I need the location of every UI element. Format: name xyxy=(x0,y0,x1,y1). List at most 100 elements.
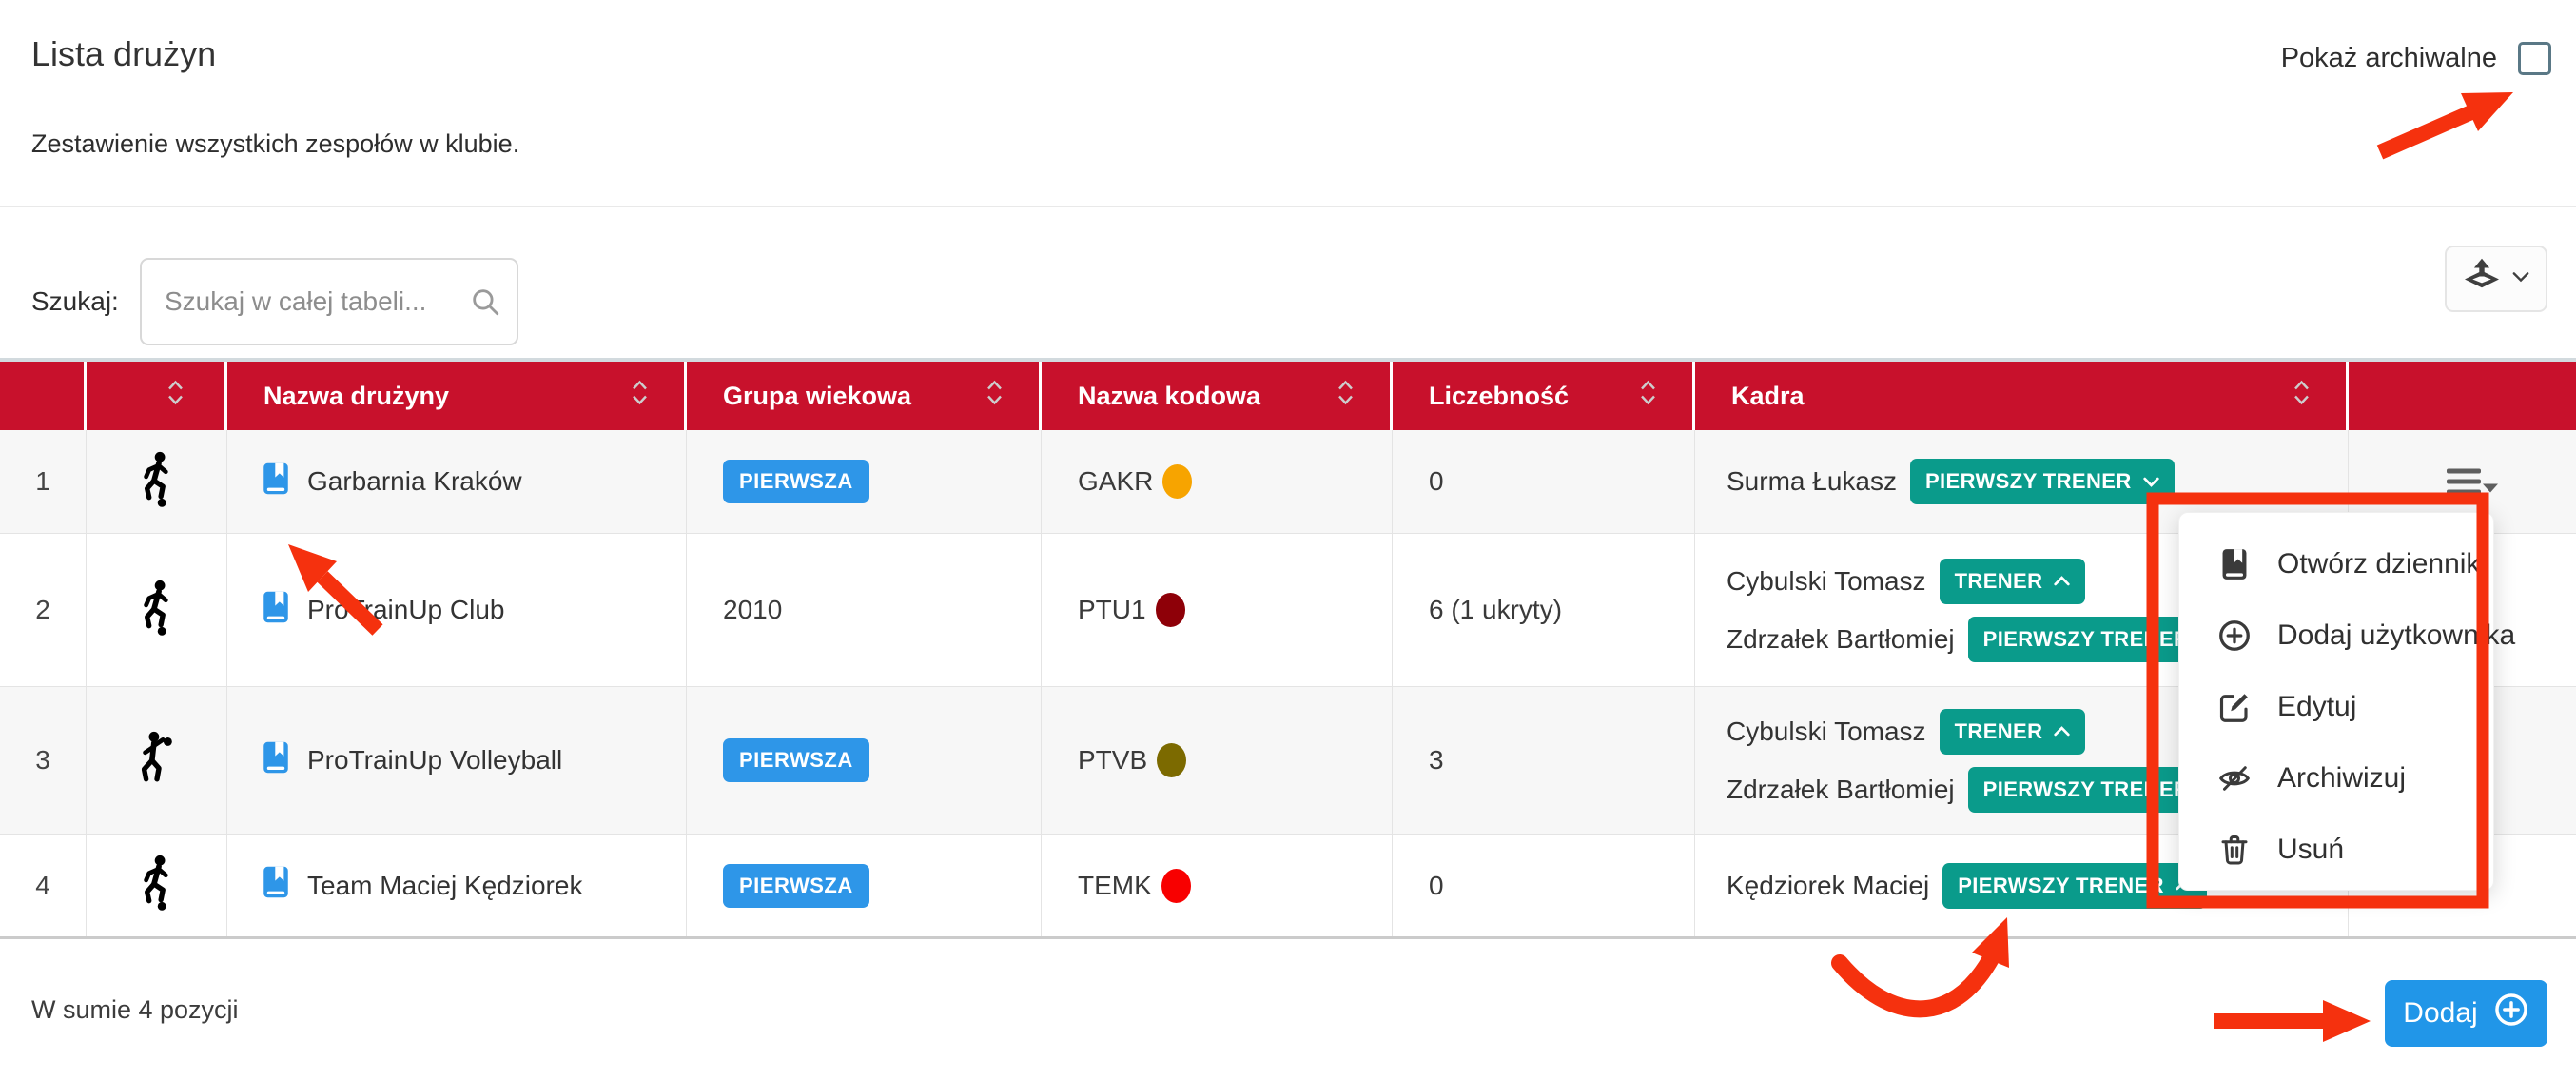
footer-summary: W sumie 4 pozycji xyxy=(31,995,239,1024)
delete-icon xyxy=(2221,835,2248,864)
team-name-link[interactable]: Garbarnia Kraków xyxy=(307,466,522,496)
header-cell-actions xyxy=(2349,362,2576,430)
show-archived-label: Pokaż archiwalne xyxy=(2280,43,2497,73)
football-player-icon xyxy=(135,854,179,917)
chevron-down-icon xyxy=(2142,477,2159,487)
staff-role-badge[interactable]: PIERWSZY TRENER xyxy=(1967,616,2205,662)
header-cell-sport[interactable] xyxy=(87,362,227,430)
age-group-badge: PIERWSZA xyxy=(723,460,869,503)
staff-role-badge[interactable]: TRENER xyxy=(1939,558,2086,604)
staff-role-label: TRENER xyxy=(1954,718,2043,743)
menu-item-label: Archiwizuj xyxy=(2277,761,2407,794)
sort-icon[interactable] xyxy=(1640,380,1656,412)
age-group-badge: PIERWSZA xyxy=(723,863,869,908)
archive-icon xyxy=(2218,765,2251,791)
page-subtitle: Zestawienie wszystkich zespołów w klubie… xyxy=(31,129,520,158)
menu-item-icon xyxy=(2217,690,2252,724)
header-cell-count[interactable]: Liczebność xyxy=(1393,362,1695,430)
member-count: 6 (1 ukryty) xyxy=(1429,595,1563,624)
chevron-up-icon xyxy=(2054,576,2071,586)
edit-icon xyxy=(2219,693,2248,722)
staff-role-badge[interactable]: PIERWSZY TRENER xyxy=(1942,862,2207,909)
header-label: Nazwa drużyny xyxy=(263,381,450,410)
header-cell-team-name[interactable]: Nazwa drużyny xyxy=(227,362,687,430)
sort-icon[interactable] xyxy=(167,380,184,412)
add-user-icon xyxy=(2219,619,2250,651)
staff-name: Zdrzałek Bartłomiej xyxy=(1727,774,1955,804)
staff-role-badge[interactable]: PIERWSZY TRENER xyxy=(1967,766,2205,813)
code-color-dot xyxy=(1155,593,1185,627)
menu-item-label: Otwórz dziennik xyxy=(2277,547,2481,580)
header-cell-age-group[interactable]: Grupa wiekowa xyxy=(687,362,1042,430)
member-count: 3 xyxy=(1429,745,1444,775)
staff-name: Zdrzałek Bartłomiej xyxy=(1727,623,1955,654)
journal-icon xyxy=(2222,548,2247,580)
volleyball-player-icon xyxy=(135,729,179,793)
team-name-link[interactable]: ProTrainUp Volleyball xyxy=(307,745,563,775)
staff-cell: Surma Łukasz PIERWSZY TRENER xyxy=(1695,430,2349,533)
header-label: Grupa wiekowa xyxy=(723,381,912,410)
context-menu-item[interactable]: Usuń xyxy=(2179,814,2493,885)
header-cell-code-name[interactable]: Nazwa kodowa xyxy=(1042,362,1393,430)
row-index: 1 xyxy=(35,466,50,496)
staff-role-label: PIERWSZY TRENER xyxy=(1924,469,2132,493)
staff-role-badge[interactable]: PIERWSZY TRENER xyxy=(1909,459,2175,504)
code-color-dot xyxy=(1161,868,1191,903)
sort-icon[interactable] xyxy=(2293,380,2310,412)
export-button[interactable] xyxy=(2445,246,2547,312)
search-label: Szukaj: xyxy=(31,286,119,316)
team-name-link[interactable]: ProTrainUp Club xyxy=(307,595,505,624)
sort-icon[interactable] xyxy=(986,380,1003,412)
annotation-arrow-add-button xyxy=(2214,1000,2371,1042)
staff-role-badge[interactable]: TRENER xyxy=(1939,708,2086,755)
header-cell-staff[interactable]: Kadra xyxy=(1695,362,2349,430)
staff-name: Cybulski Tomasz xyxy=(1727,565,1926,596)
age-group-text: 2010 xyxy=(723,595,783,624)
football-player-icon xyxy=(135,579,179,642)
age-group-badge: PIERWSZA xyxy=(723,738,869,782)
context-menu-item[interactable]: Edytuj xyxy=(2179,671,2493,742)
context-menu-items: Otwórz dziennik Dodaj użytkownika Edytuj… xyxy=(2179,528,2515,885)
code-color-dot xyxy=(1157,743,1187,777)
staff-member: Kędziorek Maciej PIERWSZY TRENER xyxy=(1727,862,2207,909)
menu-item-label: Usuń xyxy=(2277,833,2345,865)
code-name: GAKR xyxy=(1078,466,1154,496)
journal-book-icon[interactable] xyxy=(260,864,292,907)
staff-name: Kędziorek Maciej xyxy=(1727,870,1930,900)
staff-member: Cybulski Tomasz TRENER xyxy=(1727,708,2086,755)
staff-name: Surma Łukasz xyxy=(1727,466,1897,496)
page-title: Lista drużyn xyxy=(31,34,217,73)
journal-book-icon[interactable] xyxy=(260,589,292,632)
context-menu-item[interactable]: Archiwizuj xyxy=(2179,742,2493,814)
show-archived-toggle: Pokaż archiwalne xyxy=(2281,42,2551,75)
show-archived-checkbox[interactable] xyxy=(2518,42,2551,75)
staff-member: Cybulski Tomasz TRENER xyxy=(1727,558,2086,604)
row-actions-menu-button[interactable] xyxy=(2447,468,2498,495)
staff-role-label: PIERWSZY TRENER xyxy=(1982,626,2190,651)
context-menu-item[interactable]: Dodaj użytkownika xyxy=(2179,599,2515,671)
football-player-icon xyxy=(135,450,179,514)
add-button[interactable]: Dodaj xyxy=(2385,980,2547,1047)
code-name: TEMK xyxy=(1078,870,1152,900)
team-name-link[interactable]: Team Maciej Kędziorek xyxy=(307,870,583,900)
add-button-label: Dodaj xyxy=(2403,997,2478,1029)
staff-role-label: PIERWSZY TRENER xyxy=(1982,776,2190,801)
staff-member: Surma Łukasz PIERWSZY TRENER xyxy=(1727,459,2175,504)
export-icon xyxy=(2462,258,2502,300)
chevron-down-icon xyxy=(2511,270,2530,287)
staff-role-label: PIERWSZY TRENER xyxy=(1958,873,2164,897)
search-input[interactable] xyxy=(140,258,518,345)
member-count: 0 xyxy=(1429,466,1444,496)
annotation-arrow-checkbox xyxy=(2376,92,2513,160)
menu-item-icon xyxy=(2217,761,2252,796)
sort-icon[interactable] xyxy=(632,380,648,412)
journal-book-icon[interactable] xyxy=(260,461,292,503)
journal-book-icon[interactable] xyxy=(260,739,292,782)
header-cell-blank xyxy=(0,362,87,430)
menu-item-icon xyxy=(2217,547,2252,581)
row-index: 3 xyxy=(35,745,50,775)
context-menu-item[interactable]: Otwórz dziennik xyxy=(2179,528,2493,599)
sort-icon[interactable] xyxy=(1337,380,1354,412)
plus-circle-icon xyxy=(2493,992,2529,1035)
